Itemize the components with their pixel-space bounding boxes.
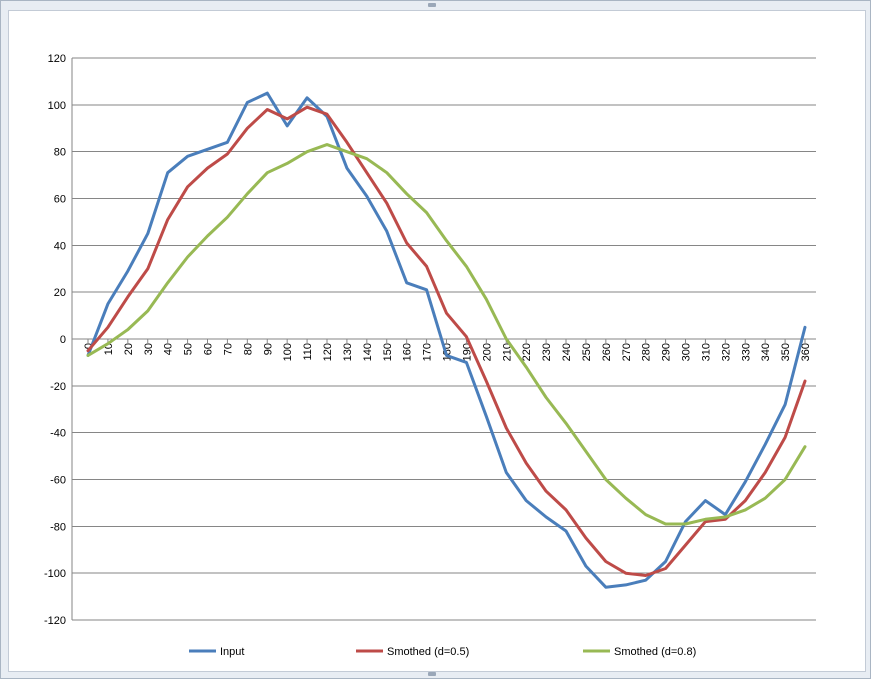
x-tick-label: 290 <box>661 343 673 361</box>
x-tick-label: 300 <box>681 343 693 361</box>
y-tick-label: -60 <box>50 475 66 487</box>
x-tick-label: 130 <box>342 343 354 361</box>
x-tick-label: 330 <box>740 343 752 361</box>
legend-label-1: Smothed (d=0.5) <box>387 646 469 658</box>
x-tick-label: 220 <box>521 343 533 361</box>
y-tick-label: -100 <box>44 568 66 580</box>
x-tick-label: 120 <box>322 343 334 361</box>
x-tick-label: 50 <box>183 343 195 355</box>
y-tick-label: 20 <box>54 287 66 299</box>
x-tick-label: 40 <box>163 343 175 355</box>
series-line-1 <box>86 105 807 577</box>
x-tick-label: 110 <box>302 343 314 361</box>
x-tick-label: 160 <box>402 343 414 361</box>
legend-label-0: Input <box>220 646 244 658</box>
x-tick-label: 260 <box>601 343 613 361</box>
y-tick-label: 80 <box>54 147 66 159</box>
resize-handle-bottom[interactable] <box>428 672 436 676</box>
x-tick-label: 30 <box>143 343 155 355</box>
x-tick-label: 350 <box>780 343 792 361</box>
y-tick-label: 60 <box>54 194 66 206</box>
series-line-2 <box>86 143 807 526</box>
x-tick-label: 200 <box>481 343 493 361</box>
legend-label-2: Smothed (d=0.8) <box>614 646 696 658</box>
x-tick-label: 280 <box>641 343 653 361</box>
x-tick-label: 230 <box>541 343 553 361</box>
chart-area[interactable]: 120 100 80 60 40 20 0 -20 -40 -60 -80 -100 -120 0 10 2… <box>8 10 866 672</box>
legend: Input Smothed (d=0.5) Smothed (d=0.8) <box>189 646 696 658</box>
x-tick-label: 150 <box>382 343 394 361</box>
resize-handle-top[interactable] <box>428 3 436 7</box>
x-tick-label: 170 <box>422 343 434 361</box>
x-tick-label: 140 <box>362 343 374 361</box>
x-tick-label: 320 <box>720 343 732 361</box>
y-tick-label: 0 <box>60 334 66 346</box>
x-tick-label: 210 <box>501 343 513 361</box>
x-tick-label: 340 <box>760 343 772 361</box>
y-tick-label: 100 <box>48 100 66 112</box>
series-lines <box>86 91 807 589</box>
x-tick-label: 90 <box>262 343 274 355</box>
x-tick-label: 360 <box>800 343 812 361</box>
y-tick-label: -40 <box>50 428 66 440</box>
x-tick-label: 0 <box>83 343 95 349</box>
x-tick-label: 70 <box>222 343 234 355</box>
x-tick-label: 80 <box>242 343 254 355</box>
x-tick-label: 250 <box>581 343 593 361</box>
x-tick-label: 20 <box>123 343 135 355</box>
y-tick-label: -80 <box>50 521 66 533</box>
x-axis: 0 10 20 30 40 50 60 70 80 90 100 110 120 130 140 150 160… <box>83 339 812 361</box>
gridlines <box>72 57 816 621</box>
y-tick-label: 40 <box>54 240 66 252</box>
x-tick-label: 240 <box>561 343 573 361</box>
y-axis: 120 100 80 60 40 20 0 -20 -40 -60 -80 -100 -120 <box>44 53 73 627</box>
x-tick-label: 60 <box>203 343 215 355</box>
x-tick-label: 270 <box>621 343 633 361</box>
y-tick-label: 120 <box>48 53 66 65</box>
series-line-0 <box>86 91 807 589</box>
x-tick-label: 100 <box>282 343 294 361</box>
y-tick-label: -120 <box>44 615 66 627</box>
x-tick-label: 310 <box>700 343 712 361</box>
y-tick-label: -20 <box>50 381 66 393</box>
